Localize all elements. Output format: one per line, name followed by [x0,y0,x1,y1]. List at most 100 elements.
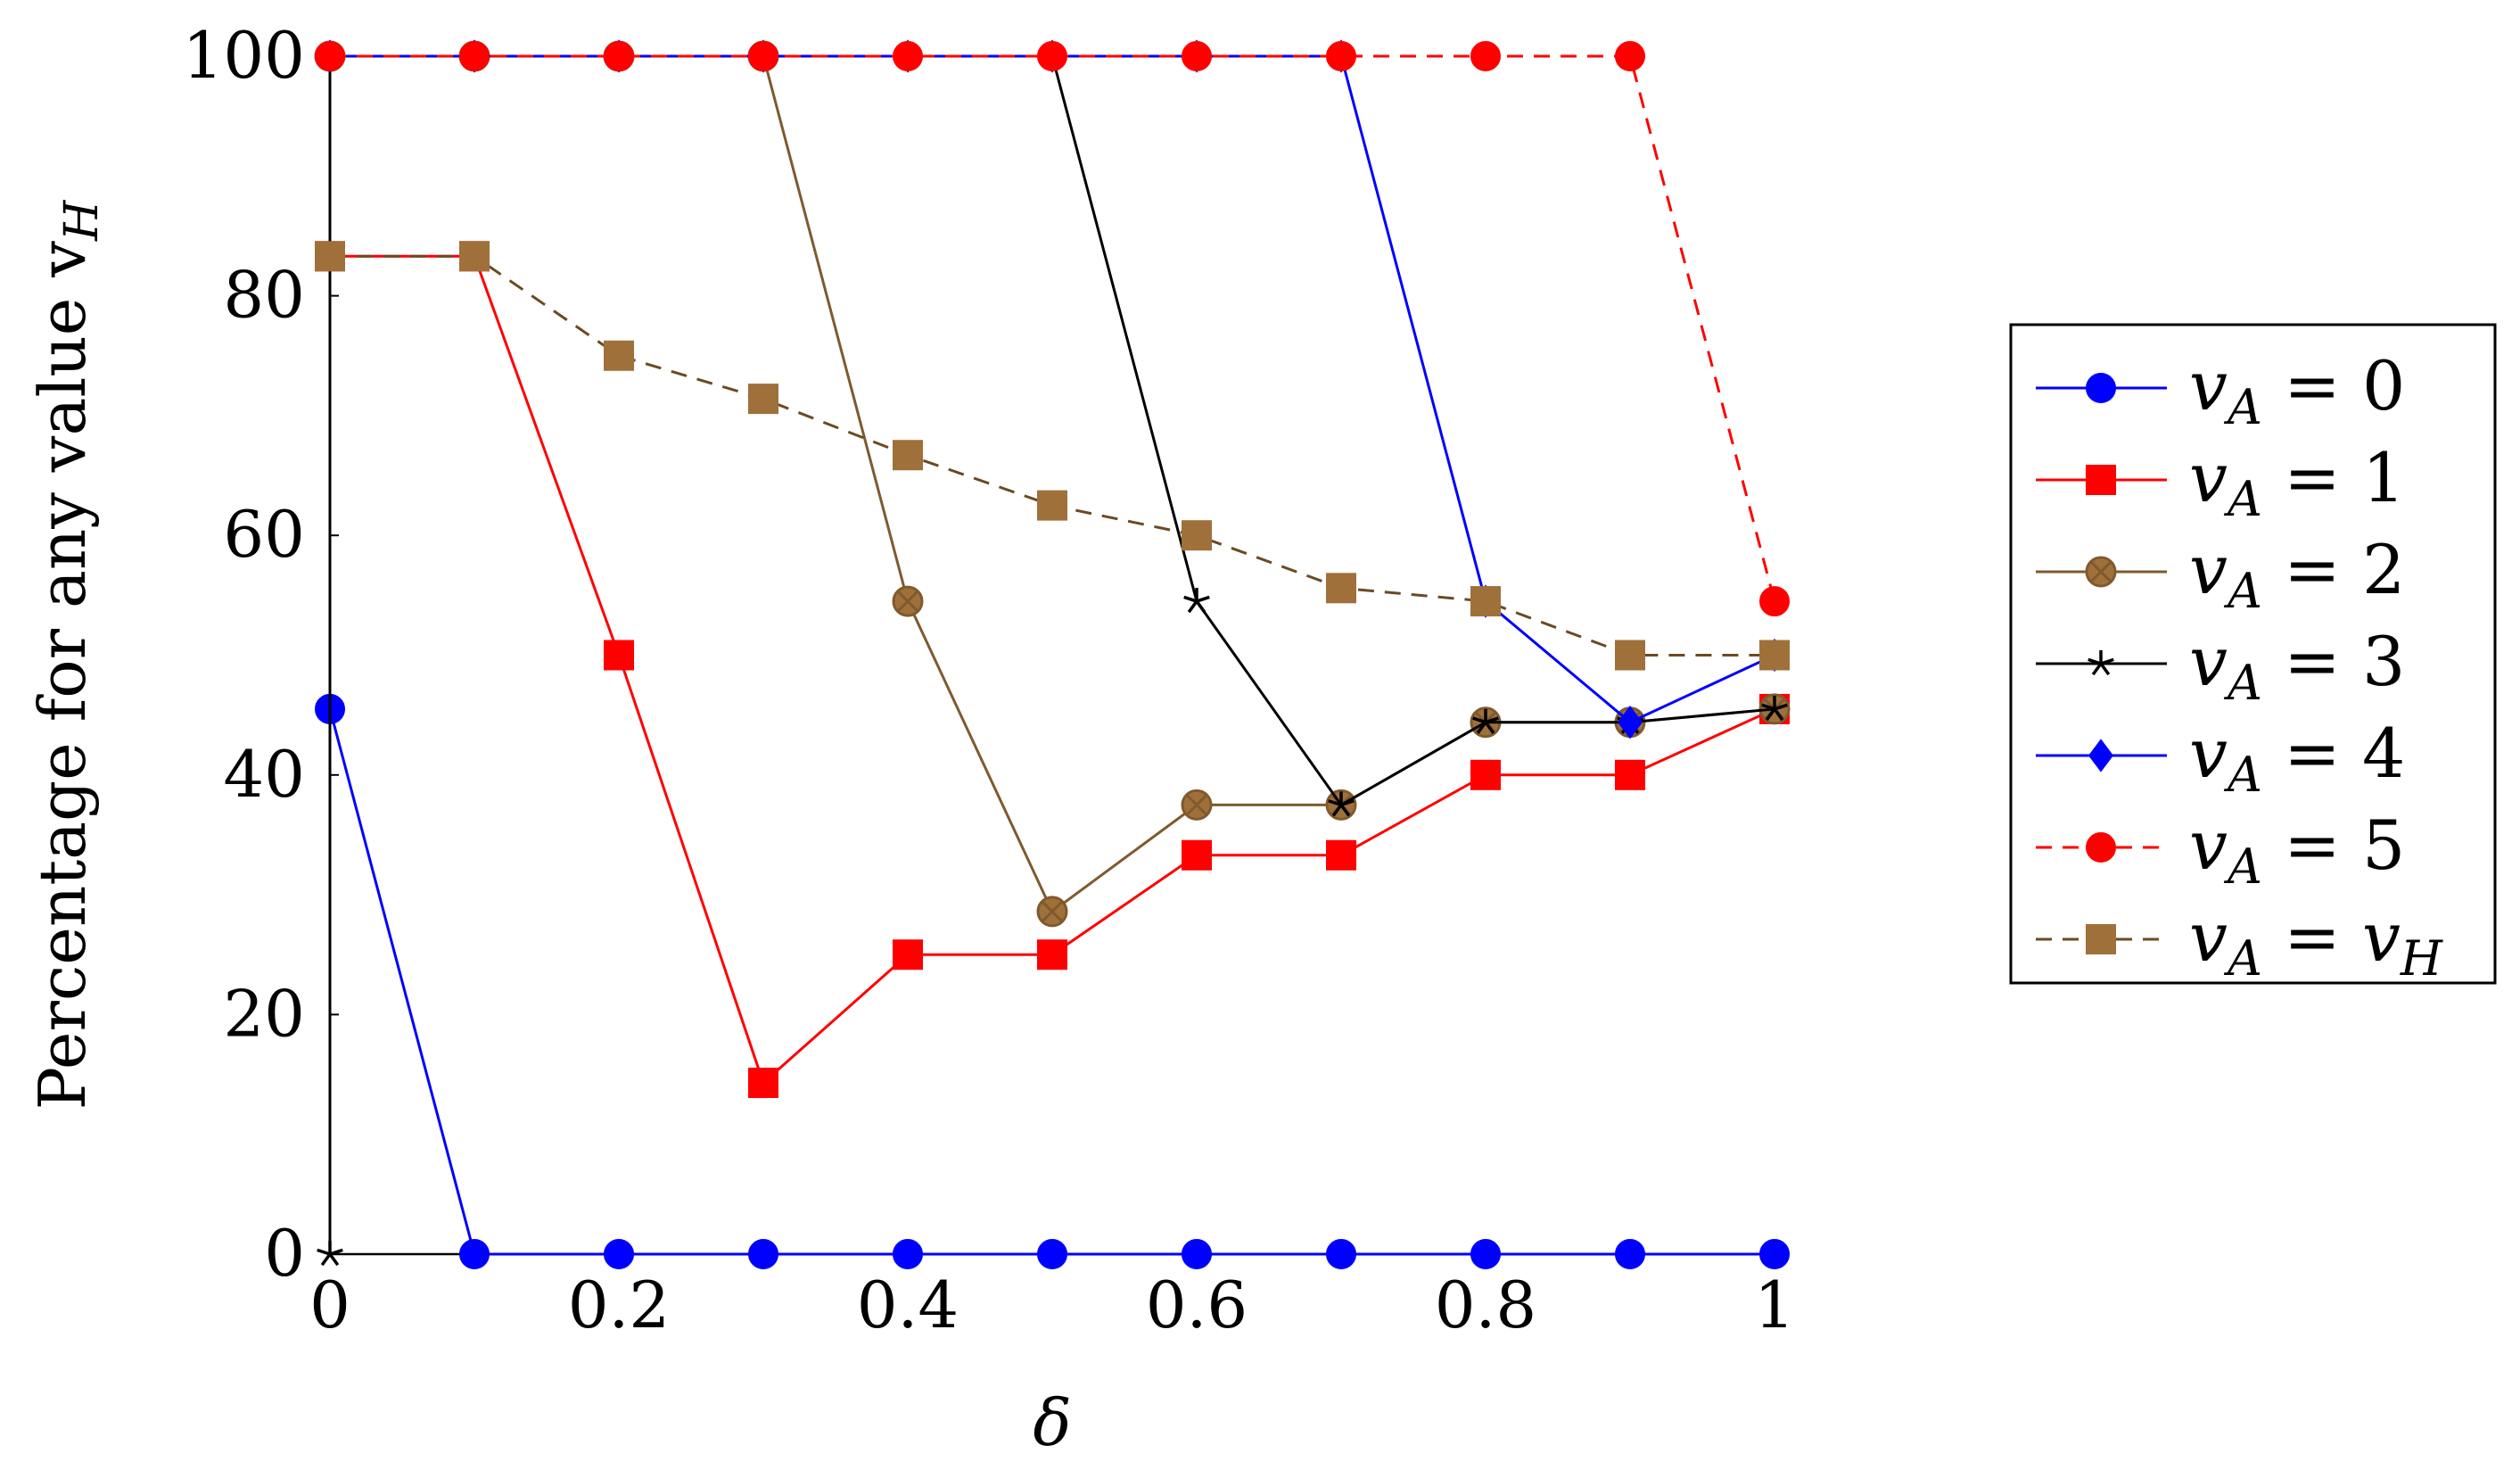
data-point [1618,706,1643,739]
legend-entry: vA = 3 [2036,622,2405,711]
data-point [1615,41,1645,71]
legend-entry: vA = 1 [2036,438,2405,527]
y-tick-label: 0 [264,1216,305,1291]
data-point [1326,1239,1356,1269]
marker-star-arm [317,1248,331,1256]
data-point [1615,759,1645,790]
marker-star-arm [1765,707,1776,722]
series-2 [314,40,1791,928]
data-point [1470,586,1501,617]
data-point [893,41,923,71]
marker-star-arm [1328,799,1342,807]
y-axis-title-group: Percentage for any value vH [25,199,109,1110]
data-point [1036,896,1068,928]
x-tick-label: 1 [1754,1268,1795,1342]
legend-label: vA = 1 [2189,438,2405,527]
legend-marker [2086,832,2116,863]
data-point [1326,41,1356,71]
marker-star-arm [1331,804,1343,817]
data-point [604,41,634,71]
data-point [1037,490,1067,521]
data-point [748,1067,778,1098]
legend-label: vA = vH [2189,897,2443,987]
x-tick-label: 0 [309,1268,350,1342]
data-point [748,384,778,415]
legend-label: vA = 2 [2189,530,2405,619]
y-tick-label: 20 [223,976,305,1051]
x-tick-label: 0.6 [1146,1268,1248,1342]
marker-star-arm [1472,716,1486,724]
marker-cross [1041,900,1064,922]
marker-cross [896,590,919,613]
marker-star-arm [1187,600,1198,614]
data-point [748,1239,778,1269]
series-3 [317,43,1788,1267]
marker-star-arm [2088,657,2102,665]
legend-entry: vA = 0 [2036,346,2405,435]
data-point [1761,695,1788,722]
marker-star-arm [2091,662,2103,676]
marker-star-arm [328,1252,340,1267]
series-4 [317,39,1787,739]
legend-marker [2086,465,2116,495]
y-axis-title-subscript: H [55,199,109,242]
data-point [604,340,634,371]
legend-label: vA = 3 [2189,622,2405,711]
legend-box [2009,323,2497,985]
legend-entry: vA = 2 [2036,530,2405,619]
marker-cross [1185,794,1208,816]
marker-star-arm [1183,595,1198,603]
y-tick-label: 80 [223,258,305,333]
marker-star-arm [1484,721,1495,734]
x-tick-label: 0.8 [1435,1268,1537,1342]
data-point [1759,1239,1790,1269]
data-point [1759,586,1790,617]
series-6 [315,241,1790,671]
marker-star-arm [2099,662,2111,676]
marker-star-arm [1773,707,1784,722]
data-point [1615,1239,1645,1269]
legend-marker [2085,556,2117,588]
data-point [317,1241,343,1267]
marker-star-arm [329,1248,343,1256]
marker-star-arm [1774,703,1788,711]
data-point [1037,41,1067,71]
data-point [893,939,923,970]
data-point [892,585,924,617]
data-point [1182,839,1212,871]
data-point [893,1239,923,1269]
marker-cross [2089,560,2112,583]
data-point [893,440,923,471]
series-line [328,708,1775,1256]
data-point [1182,1239,1212,1269]
x-axis-title: δ [1033,1385,1071,1460]
legend-marker [2088,650,2114,676]
series-line [330,54,1775,914]
data-point [459,1239,490,1269]
data-point [1328,791,1355,817]
legend-label: vA = 0 [2189,346,2405,435]
legend-entry: vA = vH [2036,897,2443,987]
series-0 [315,693,1790,1269]
data-point [604,1239,634,1269]
data-point [1470,41,1501,71]
marker-star-arm [1485,716,1499,724]
marker-star-arm [1196,595,1210,603]
data-point [1182,520,1212,551]
legend-marker [2088,739,2113,772]
marker-star-arm [1340,799,1355,807]
legend-entry: vA = 5 [2036,805,2405,895]
marker-star-arm [2100,657,2114,665]
series-layer [314,39,1791,1269]
y-tick-label: 60 [223,497,305,572]
data-point [1470,759,1501,790]
data-point [1183,588,1210,614]
legend-marker [2086,373,2116,403]
series-line [330,54,1775,724]
data-point [1181,789,1213,821]
marker-star-arm [1195,600,1206,614]
data-point [1182,41,1212,71]
y-axis-title: Percentage for any value vH [25,199,109,1110]
data-point [1037,1239,1067,1269]
